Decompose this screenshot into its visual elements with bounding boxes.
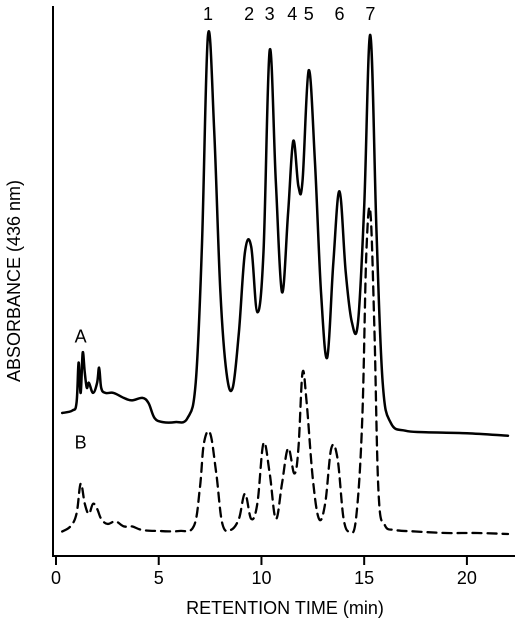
peak-label-4: 4	[287, 4, 297, 24]
series-line-a	[60, 30, 510, 437]
x-tick-label-0: 0	[51, 568, 61, 588]
series-group	[60, 30, 510, 536]
peak-label-3: 3	[265, 4, 275, 24]
trace-label-a: A	[75, 326, 87, 346]
peak-label-5: 5	[304, 4, 314, 24]
series-line-b	[61, 206, 510, 536]
peak-label-2: 2	[244, 4, 254, 24]
y-axis-label: ABSORBANCE (436 nm)	[4, 180, 24, 382]
x-tick-label-1: 5	[154, 568, 164, 588]
x-ticks: 0 5 10 15 20	[51, 556, 477, 588]
trace-labels: AB	[75, 326, 87, 452]
peak-label-6: 6	[335, 4, 345, 24]
x-axis-label: RETENTION TIME (min)	[186, 598, 384, 618]
x-tick-label-3: 15	[354, 568, 374, 588]
x-tick-label-2: 10	[251, 568, 271, 588]
trace-label-b: B	[75, 432, 87, 452]
x-tick-label-4: 20	[457, 568, 477, 588]
peak-label-1: 1	[203, 4, 213, 24]
peak-label-7: 7	[365, 4, 375, 24]
